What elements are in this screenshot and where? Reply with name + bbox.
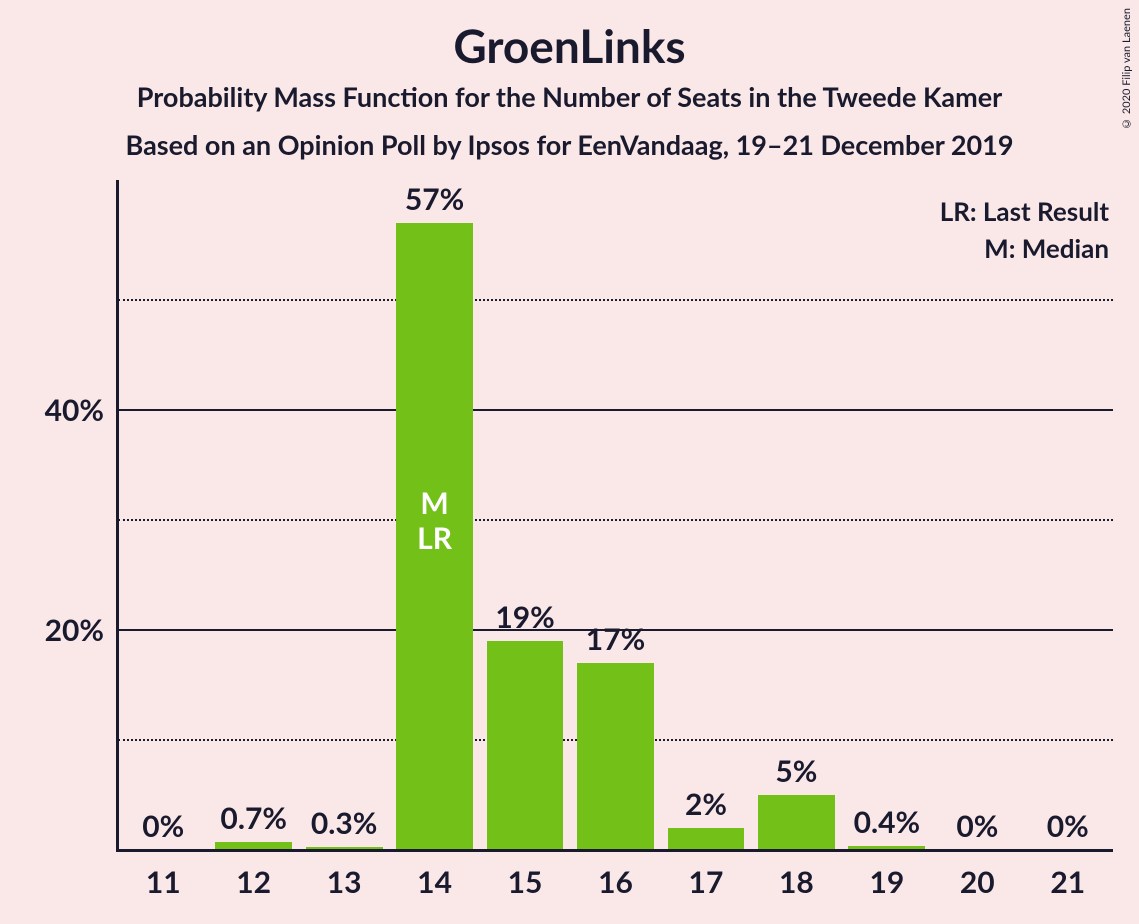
x-axis-tick-label: 13 — [327, 864, 362, 900]
x-axis-tick-label: 15 — [508, 864, 543, 900]
bar: 2% — [668, 828, 745, 850]
bar-value-label: 2% — [685, 786, 727, 822]
bar: 5% — [758, 795, 835, 850]
copyright-text: © 2020 Filip van Laenen — [1120, 8, 1133, 130]
x-axis-tick-label: 14 — [417, 864, 452, 900]
x-axis-tick-label: 21 — [1050, 864, 1085, 900]
gridline-major — [118, 409, 1113, 411]
bar-value-label: 5% — [775, 753, 817, 789]
bar-marker-label: MLR — [396, 486, 473, 555]
bar-value-label: 17% — [586, 621, 645, 657]
gridline-minor — [118, 299, 1113, 301]
x-axis-tick-label: 17 — [689, 864, 724, 900]
bar: 19% — [487, 641, 564, 850]
bar-value-label: 0% — [956, 808, 998, 844]
x-axis-tick-label: 12 — [236, 864, 271, 900]
x-axis-tick-label: 19 — [869, 864, 904, 900]
x-axis-tick-label: 11 — [146, 864, 181, 900]
y-axis-line — [116, 180, 119, 850]
y-axis-tick-label: 20% — [45, 612, 104, 648]
bar-value-label: 0.4% — [854, 804, 921, 840]
x-axis-tick-label: 20 — [960, 864, 995, 900]
bar-value-label: 0% — [1047, 808, 1089, 844]
x-axis-tick-label: 18 — [779, 864, 814, 900]
bar: 17% — [577, 663, 654, 850]
bar-value-label: 0% — [142, 808, 184, 844]
bar-value-label: 57% — [405, 181, 464, 217]
chart-subtitle-1: Probability Mass Function for the Number… — [0, 80, 1139, 113]
gridline-minor — [118, 519, 1113, 521]
bar: 57%MLR — [396, 223, 473, 850]
bar-value-label: 0.3% — [311, 805, 378, 841]
legend-median: M: Median — [984, 232, 1109, 264]
chart-title: GroenLinks — [0, 18, 1139, 73]
chart-plot-area: 20%40%0%110.7%120.3%1357%MLR1419%1517%16… — [118, 190, 1113, 850]
x-axis-line — [116, 849, 1113, 852]
chart-subtitle-2: Based on an Opinion Poll by Ipsos for Ee… — [0, 128, 1139, 161]
x-axis-tick-label: 16 — [598, 864, 633, 900]
legend-last-result: LR: Last Result — [940, 195, 1109, 227]
bar-value-label: 0.7% — [220, 800, 287, 836]
bar-value-label: 19% — [495, 599, 554, 635]
y-axis-tick-label: 40% — [45, 392, 104, 428]
